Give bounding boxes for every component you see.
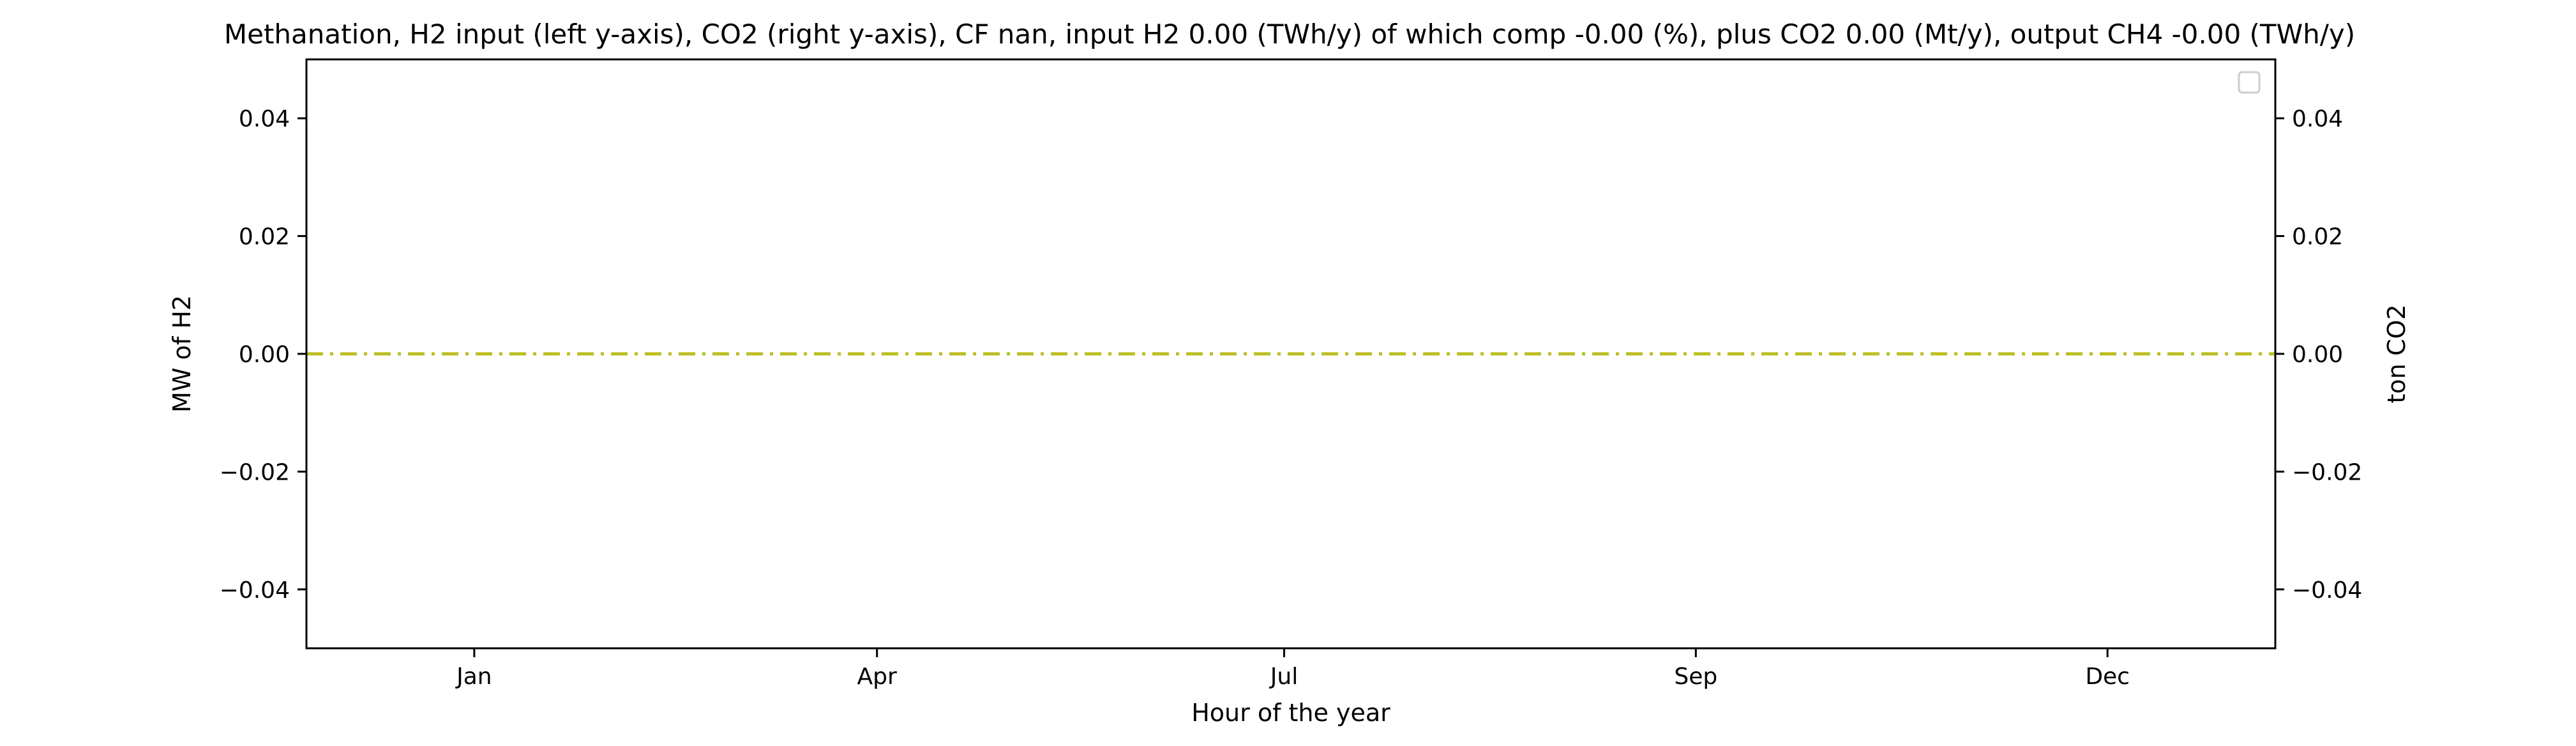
y-right-tick-label: −0.02 — [2292, 459, 2362, 485]
x-tick-label: Dec — [2085, 664, 2130, 690]
y-axis-left-label: MW of H2 — [168, 295, 196, 413]
x-axis: Jan Apr Jul Sep Dec — [455, 648, 2130, 690]
y-axis-left: 0.04 0.02 0.00 −0.02 −0.04 — [220, 106, 306, 604]
x-tick-label: Apr — [857, 664, 897, 690]
y-right-tick-label: 0.00 — [2292, 342, 2343, 368]
y-axis-right: 0.04 0.02 0.00 −0.02 −0.04 — [2275, 106, 2362, 604]
y-right-tick-label: 0.04 — [2292, 106, 2343, 132]
y-right-tick-label: 0.02 — [2292, 224, 2343, 250]
x-tick-label: Sep — [1674, 664, 1717, 690]
y-right-tick-label: −0.04 — [2292, 577, 2362, 604]
x-tick-label: Jan — [455, 664, 492, 690]
legend-box[interactable] — [2238, 71, 2261, 94]
x-axis-label: Hour of the year — [1191, 699, 1390, 727]
y-left-tick-label: 0.00 — [239, 342, 290, 368]
chart-title: Methanation, H2 input (left y-axis), CO2… — [224, 19, 2355, 50]
y-axis-right-label: ton CO2 — [2383, 305, 2411, 404]
y-left-tick-label: −0.04 — [220, 577, 290, 604]
x-tick-label: Jul — [1269, 664, 1298, 690]
y-left-tick-label: 0.02 — [239, 224, 290, 250]
y-left-tick-label: −0.02 — [220, 459, 290, 485]
y-left-tick-label: 0.04 — [239, 106, 290, 132]
